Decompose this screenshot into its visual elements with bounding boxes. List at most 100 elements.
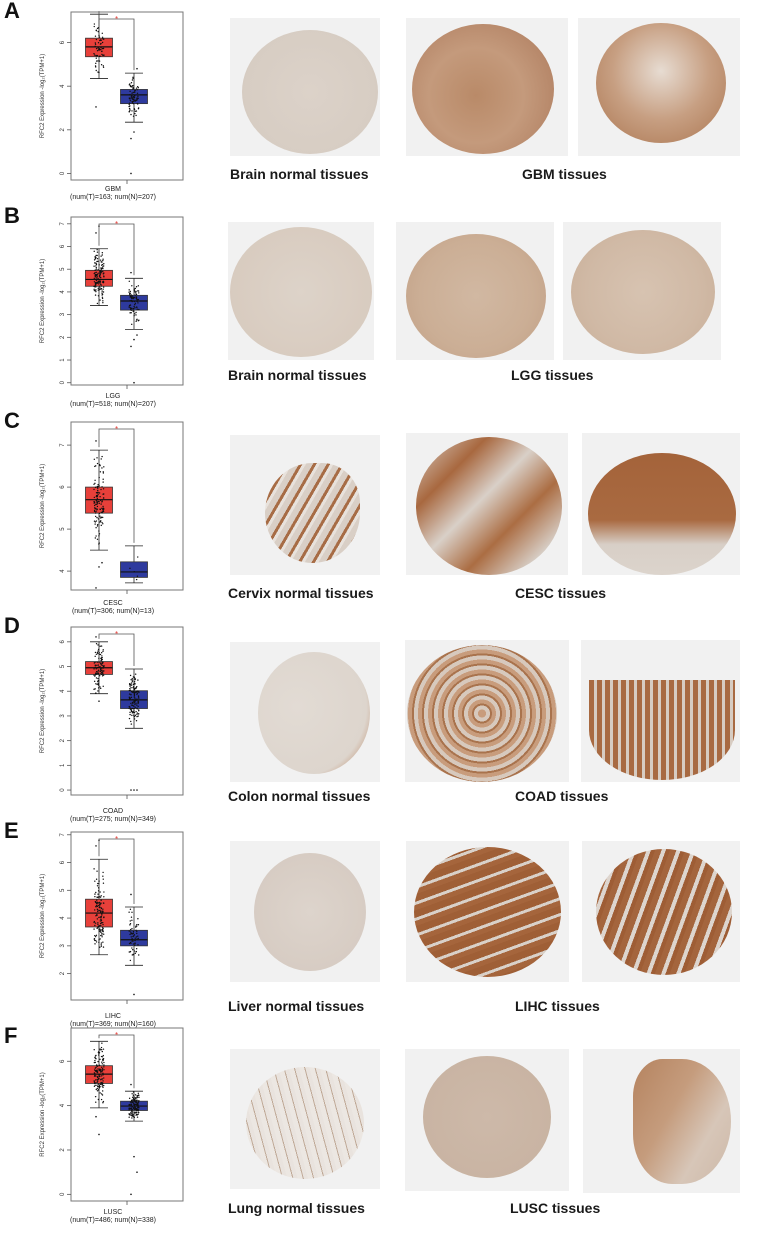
tissue-core xyxy=(423,1056,551,1178)
svg-text:4: 4 xyxy=(60,916,66,920)
svg-text:5: 5 xyxy=(60,888,66,892)
tissue-core xyxy=(416,437,562,575)
cancer-label: COAD (num(T)=275; num(N)=349) xyxy=(38,808,188,824)
tissue-core xyxy=(246,1067,364,1179)
svg-text:RFC2 Expression -log₂(TPM+1): RFC2 Expression -log₂(TPM+1) xyxy=(40,464,46,549)
panel-b: B 0 1 2 3 4 5 6 7 RFC2 Expression -log₂(TPM+1) * … xyxy=(0,203,760,410)
tissue-core xyxy=(407,645,557,782)
svg-text:4: 4 xyxy=(60,1103,66,1107)
svg-text:6: 6 xyxy=(60,1059,66,1063)
significance-star-icon: * xyxy=(115,1031,118,1040)
boxplot-svg: 2 3 4 5 6 7 RFC2 Expression -log₂(TPM+1) * xyxy=(40,831,184,1004)
cancer-name: COAD xyxy=(102,808,124,815)
normal-tissue-image xyxy=(230,435,380,575)
svg-text:3: 3 xyxy=(60,944,66,948)
svg-text:4: 4 xyxy=(60,569,66,573)
tissue-core xyxy=(265,463,360,563)
tumor-caption: GBM tissues xyxy=(522,166,607,182)
cancer-label: LGG (num(T)=518; num(N)=207) xyxy=(38,393,188,409)
tumor-caption: LGG tissues xyxy=(511,367,594,383)
svg-text:RFC2 Expression -log₂(TPM+1): RFC2 Expression -log₂(TPM+1) xyxy=(40,259,46,344)
tissue-core xyxy=(571,230,715,354)
panel-a: A 0 2 4 6 RFC2 Expression -log₂(TPM+1) * GBM … xyxy=(0,0,760,205)
normal-caption: Lung normal tissues xyxy=(228,1200,365,1216)
cancer-name: GBM xyxy=(105,186,121,193)
normal-caption: Cervix normal tissues xyxy=(228,585,374,601)
panel-letter: F xyxy=(4,1023,18,1048)
sample-counts: (num(T)=518; num(N)=207) xyxy=(70,401,156,408)
boxplot-lgg: 0 1 2 3 4 5 6 7 RFC2 Expression -log₂(TPM+1) * xyxy=(28,213,208,393)
boxplot-svg: 0 1 2 3 4 5 6 RFC2 Expression -log₂(TPM+1) * xyxy=(40,626,184,799)
normal-caption: Colon normal tissues xyxy=(228,788,371,804)
tumor-tissue-image-1 xyxy=(396,222,554,360)
tissue-core xyxy=(596,23,726,143)
tissue-core xyxy=(414,847,561,977)
boxplot-coad: 0 1 2 3 4 5 6 RFC2 Expression -log₂(TPM+1) * xyxy=(28,623,208,803)
panel-letter: B xyxy=(4,203,20,228)
svg-text:2: 2 xyxy=(60,127,66,131)
svg-text:2: 2 xyxy=(60,971,66,975)
svg-text:5: 5 xyxy=(60,664,66,668)
boxplot-lihc: 2 3 4 5 6 7 RFC2 Expression -log₂(TPM+1) * xyxy=(28,828,208,1008)
tissue-core xyxy=(406,234,546,358)
tumor-caption: COAD tissues xyxy=(515,788,609,804)
svg-text:RFC2 Expression -log₂(TPM+1): RFC2 Expression -log₂(TPM+1) xyxy=(40,54,46,139)
tumor-tissue-image-2 xyxy=(578,18,740,156)
sample-counts: (num(T)=369; num(N)=160) xyxy=(70,1021,156,1028)
svg-text:6: 6 xyxy=(60,485,66,489)
significance-star-icon: * xyxy=(115,220,118,229)
tumor-tissue-image-2 xyxy=(582,433,740,575)
tissue-core xyxy=(230,227,372,357)
significance-star-icon: * xyxy=(115,835,118,844)
significance-star-icon: * xyxy=(115,425,118,434)
cancer-label: GBM (num(T)=163; num(N)=207) xyxy=(38,186,188,202)
normal-caption: Brain normal tissues xyxy=(230,166,369,182)
boxplot-svg: 0 1 2 3 4 5 6 7 RFC2 Expression -log₂(TPM+1) * xyxy=(40,216,184,389)
normal-tissue-image xyxy=(230,1049,380,1189)
cancer-name: LUSC xyxy=(103,1209,123,1216)
svg-text:7: 7 xyxy=(60,443,66,447)
svg-text:3: 3 xyxy=(60,714,66,718)
sample-counts: (num(T)=486; num(N)=338) xyxy=(70,1217,156,1224)
svg-text:0: 0 xyxy=(60,1192,66,1196)
cancer-name: CESC xyxy=(103,600,123,607)
svg-text:0: 0 xyxy=(60,788,66,792)
normal-tissue-image xyxy=(230,841,380,982)
svg-text:3: 3 xyxy=(60,312,66,316)
normal-tissue-image xyxy=(228,222,374,360)
svg-text:2: 2 xyxy=(60,1148,66,1152)
normal-tissue-image xyxy=(230,642,380,782)
boxplot-gbm: 0 2 4 6 RFC2 Expression -log₂(TPM+1) * xyxy=(28,8,208,188)
cancer-name: LGG xyxy=(105,393,121,400)
svg-text:1: 1 xyxy=(60,358,66,362)
tumor-tissue-image-2 xyxy=(583,1049,740,1193)
svg-text:4: 4 xyxy=(60,689,66,693)
boxplot-svg: 0 2 4 6 RFC2 Expression -log₂(TPM+1) * xyxy=(40,1027,184,1205)
sample-counts: (num(T)=306; num(N)=13) xyxy=(71,608,155,615)
panel-letter: A xyxy=(4,0,20,23)
normal-caption: Brain normal tissues xyxy=(228,367,367,383)
tumor-tissue-image-2 xyxy=(581,640,740,782)
sample-counts: (num(T)=163; num(N)=207) xyxy=(70,194,156,201)
sample-counts: (num(T)=275; num(N)=349) xyxy=(70,816,156,823)
svg-text:6: 6 xyxy=(60,639,66,643)
svg-text:6: 6 xyxy=(60,244,66,248)
tissue-core xyxy=(588,453,736,575)
tissue-core xyxy=(412,24,554,154)
svg-text:4: 4 xyxy=(60,84,66,88)
tumor-tissue-image-1 xyxy=(405,1049,569,1191)
svg-text:0: 0 xyxy=(60,171,66,175)
boxplot-svg: 0 2 4 6 RFC2 Expression -log₂(TPM+1) * xyxy=(40,11,184,184)
cancer-name: LIHC xyxy=(105,1013,121,1020)
tumor-caption: LUSC tissues xyxy=(510,1200,601,1216)
tissue-core xyxy=(254,853,366,971)
panel-c: C 4 5 6 7 RFC2 Expression -log₂(TPM+1) * CESC… xyxy=(0,408,760,615)
tissue-core xyxy=(589,680,735,780)
svg-text:7: 7 xyxy=(60,832,66,836)
svg-text:RFC2 Expression -log₂(TPM+1): RFC2 Expression -log₂(TPM+1) xyxy=(40,874,46,959)
svg-text:7: 7 xyxy=(60,221,66,225)
boxplot-cesc: 4 5 6 7 RFC2 Expression -log₂(TPM+1) * xyxy=(28,418,208,598)
panel-letter: C xyxy=(4,408,20,433)
cancer-label: LIHC (num(T)=369; num(N)=160) xyxy=(38,1013,188,1029)
svg-text:6: 6 xyxy=(60,40,66,44)
